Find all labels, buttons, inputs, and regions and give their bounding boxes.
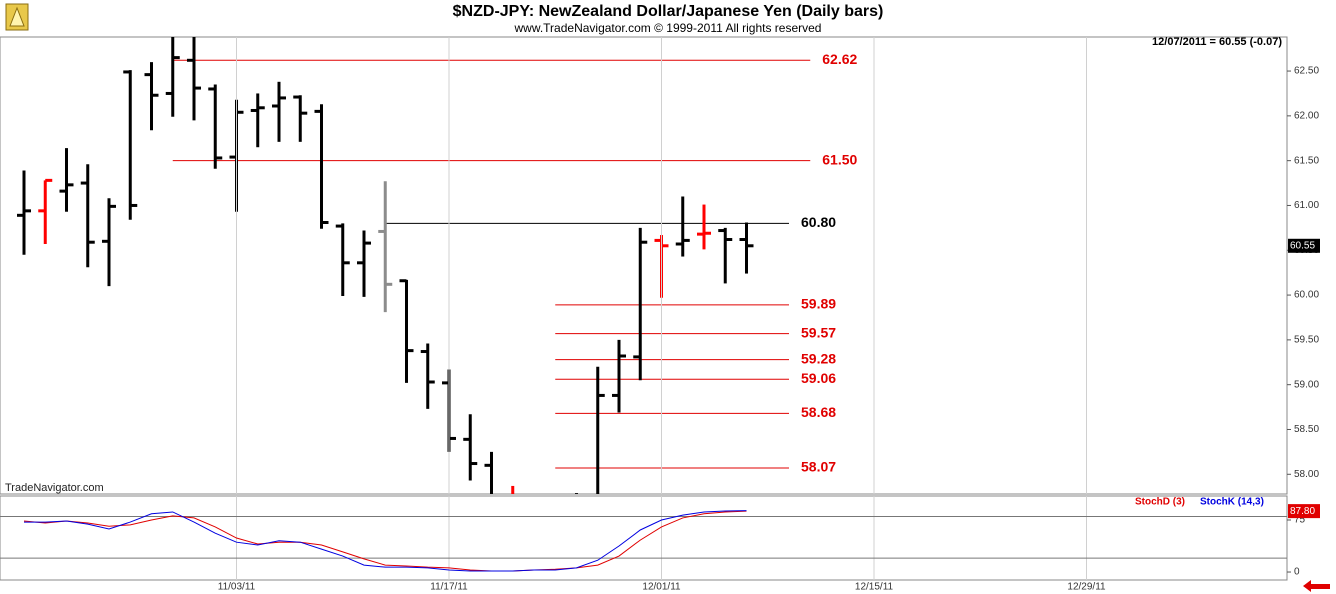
chart-title: $NZD-JPY: NewZealand Dollar/Japanese Yen… [453,3,884,20]
price-plot [17,37,811,494]
chart-subtitle: www.TradeNavigator.com © 1999-2011 All r… [514,21,822,35]
y-tick-label: 61.50 [1294,155,1319,166]
y-tick-label: 59.00 [1294,379,1319,390]
stoch-panel [0,495,1288,581]
info-text: 12/07/2011 = 60.55 (-0.07) [1152,36,1282,48]
x-tick-label: 12/29/11 [1067,582,1106,593]
x-tick-label: 12/15/11 [855,582,894,593]
logo-mark [9,6,25,27]
last-value-tag [1288,504,1320,519]
level-label: 61.50 [822,151,857,167]
y-tick-label: 0 [1294,567,1300,578]
y-tick-label: 75 [1294,515,1306,526]
level-label: 59.57 [801,324,836,340]
legend-entry: StochD (3) [1135,497,1185,508]
last-price-tag [1288,238,1320,253]
y-tick-label: 62.50 [1294,66,1319,77]
level-label: 60.80 [801,214,836,230]
y-tick-label: 60.00 [1294,290,1319,301]
logo [5,3,29,31]
y-tick-label: 61.00 [1294,200,1319,211]
y-tick-label: 58.50 [1294,424,1319,435]
y-tick-label: 59.50 [1294,335,1319,346]
price-panel [0,36,1288,495]
x-tick-label: 11/03/11 [218,582,256,593]
stoch-line [24,510,747,572]
scroll-arrow[interactable] [1303,580,1330,592]
level-label: 59.06 [801,370,836,386]
last-price-label: 60.55 [1290,240,1315,251]
level-label: 62.62 [822,51,857,67]
y-tick-label: 58.00 [1294,469,1319,480]
stoch-plot [23,510,747,572]
y-tick-label: 62.00 [1294,110,1319,121]
level-label: 58.68 [801,404,836,420]
stoch-line [23,510,747,572]
last-value-label: 87.80 [1290,506,1315,517]
legend-entry: StochK (14,3) [1200,497,1264,508]
x-tick-label: 12/01/11 [642,582,681,593]
level-label: 59.89 [801,296,836,312]
x-tick-label: 11/17/11 [430,582,468,593]
level-label: 59.28 [801,350,836,366]
level-label: 58.07 [801,459,836,475]
watermark: TradeNavigator.com [5,482,104,494]
